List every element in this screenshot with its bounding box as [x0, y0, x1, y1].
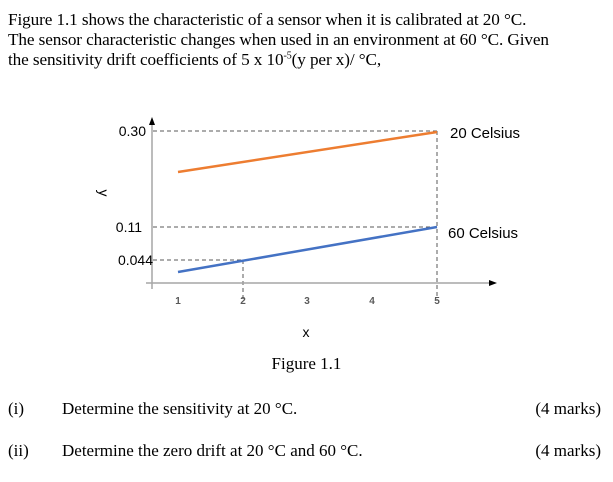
y-axis-label: y	[96, 190, 112, 197]
x-tick-1: 1	[175, 296, 181, 307]
question-number: (ii)	[8, 441, 29, 460]
x-axis-arrow-icon	[489, 280, 497, 286]
intro-line-3-unit: (y per x)/ °C,	[291, 50, 382, 69]
x-tick-3: 3	[304, 296, 310, 307]
intro-line-3: the sensitivity drift coefficients of 5 …	[8, 50, 608, 70]
question-text: Determine the zero drift at 20 °C and 60…	[62, 441, 363, 460]
x-tick-5: 5	[434, 296, 440, 307]
question-marks: (4 marks)	[535, 441, 601, 460]
exponent: -5	[283, 50, 292, 62]
x-tick-2: 2	[240, 296, 246, 307]
series-20-celsius	[177, 130, 438, 174]
question-marks: (4 marks)	[535, 399, 601, 418]
question-text: Determine the sensitivity at 20 °C.	[62, 399, 298, 418]
x-tick-4: 4	[369, 296, 375, 307]
label-20-celsius: 20 Celsius	[450, 125, 520, 142]
intro-paragraph: Figure 1.1 shows the characteristic of a…	[8, 10, 608, 70]
intro-line-3-text: the sensitivity drift coefficients of 5 …	[8, 50, 284, 69]
y-tick-0-044: 0.044	[118, 252, 153, 268]
label-60-celsius: 60 Celsius	[448, 225, 518, 242]
x-axis-label: x	[303, 324, 310, 340]
question-number: (i)	[8, 399, 25, 418]
figure-caption: Figure 1.1	[271, 354, 342, 373]
axes	[146, 125, 490, 289]
y-tick-0-11: 0.11	[116, 219, 142, 235]
guide-lines	[153, 130, 438, 300]
y-tick-0-30: 0.30	[119, 123, 146, 139]
series-60-celsius	[177, 225, 438, 274]
y-axis-arrow-icon	[149, 117, 155, 125]
intro-line-2: The sensor characteristic changes when u…	[8, 30, 549, 49]
intro-line-1: Figure 1.1 shows the characteristic of a…	[8, 10, 527, 29]
